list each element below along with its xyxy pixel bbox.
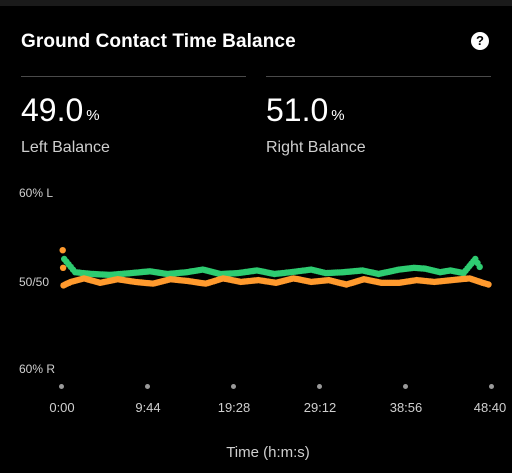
help-icon[interactable]: ? [471, 32, 489, 50]
gct-balance-card [0, 6, 512, 473]
left-balance-value: 49.0% [21, 92, 110, 134]
right-balance-label: Right Balance [266, 139, 366, 156]
x-tick-dot [317, 384, 322, 389]
x-tick-label: 19:28 [217, 400, 251, 415]
right-balance-number: 51.0 [266, 92, 329, 128]
left-divider [21, 76, 246, 77]
window-top-strip [0, 0, 512, 6]
left-balance-label: Left Balance [21, 139, 110, 156]
x-tick-label: 48:40 [473, 400, 507, 415]
x-tick-label: 0:00 [49, 400, 75, 415]
left-balance-unit: % [86, 107, 100, 124]
y-tick-label-bottom: 60% R [19, 362, 56, 376]
y-tick-label-middle: 50/50 [19, 275, 50, 289]
right-divider [266, 76, 491, 77]
x-tick-dot [145, 384, 150, 389]
series-point [476, 263, 483, 271]
series-point [59, 264, 67, 271]
series-point [485, 281, 492, 288]
series-point [59, 247, 66, 254]
card-title: Ground Contact Time Balance [21, 31, 296, 52]
x-tick-label: 29:12 [303, 400, 337, 415]
left-balance-stat: 49.0% Left Balance [21, 92, 110, 157]
x-tick-label: 38:56 [389, 400, 423, 415]
series-orange [59, 247, 492, 289]
left-balance-number: 49.0 [21, 92, 84, 128]
right-balance-value: 51.0% [266, 92, 366, 134]
x-tick-label: 9:44 [135, 400, 161, 415]
series-green [60, 255, 483, 278]
y-tick-label-top: 60% L [19, 186, 54, 200]
x-tick-dot [231, 384, 236, 389]
x-tick-dot [403, 384, 408, 389]
right-balance-unit: % [331, 107, 345, 124]
x-tick-dot [59, 384, 64, 389]
right-balance-stat: 51.0% Right Balance [266, 92, 366, 157]
x-tick-dot [489, 384, 494, 389]
x-axis-title: Time (h:m:s) [226, 444, 310, 461]
